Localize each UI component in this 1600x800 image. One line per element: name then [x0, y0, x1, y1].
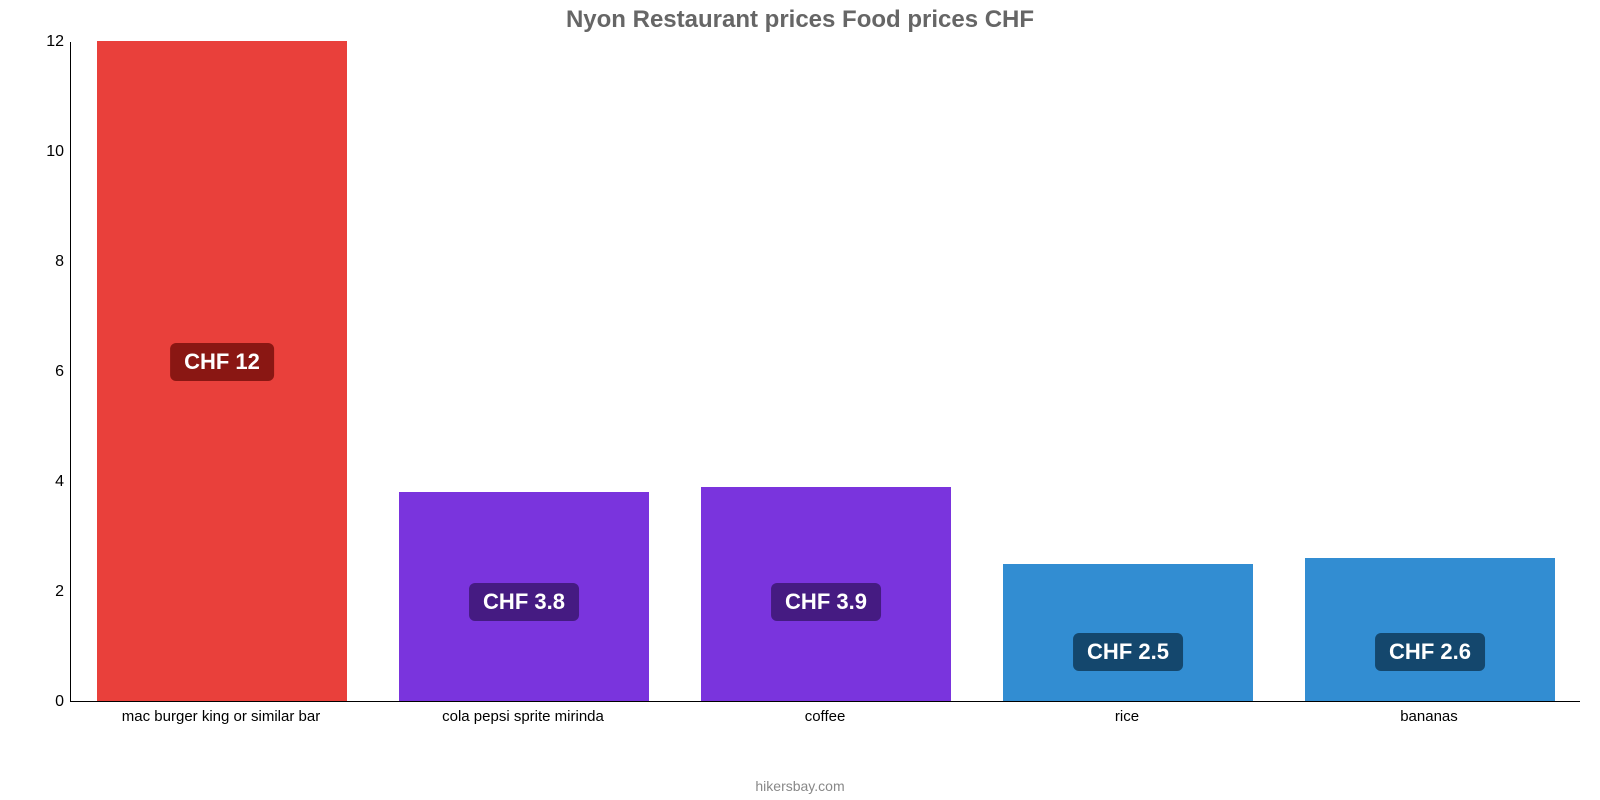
- bar: CHF 12: [97, 41, 347, 701]
- bar: CHF 3.8: [399, 492, 649, 701]
- y-tick-label: 2: [40, 583, 64, 601]
- x-tick-label: coffee: [805, 708, 846, 725]
- y-tick-label: 10: [40, 143, 64, 161]
- value-badge: CHF 2.5: [1073, 633, 1183, 671]
- x-tick-label: cola pepsi sprite mirinda: [442, 708, 604, 725]
- x-tick-label: bananas: [1400, 708, 1458, 725]
- y-tick-label: 8: [40, 253, 64, 271]
- y-tick-label: 6: [40, 363, 64, 381]
- credit-text: hikersbay.com: [755, 778, 844, 794]
- x-tick-label: mac burger king or similar bar: [122, 708, 320, 725]
- y-tick-label: 12: [40, 33, 64, 51]
- chart-title: Nyon Restaurant prices Food prices CHF: [0, 0, 1600, 34]
- plot-area: CHF 12 CHF 3.8 CHF 3.9 CHF 2.5 CHF 2.6: [70, 42, 1580, 702]
- bar: CHF 3.9: [701, 487, 951, 702]
- bar: CHF 2.6: [1305, 558, 1555, 701]
- value-badge: CHF 3.8: [469, 583, 579, 621]
- value-badge: CHF 2.6: [1375, 633, 1485, 671]
- y-tick-label: 0: [40, 693, 64, 711]
- value-badge: CHF 12: [170, 343, 274, 381]
- bar: CHF 2.5: [1003, 564, 1253, 702]
- chart-area: 024681012 CHF 12CHF 3.8CHF 3.9CHF 2.5CHF…: [40, 42, 1580, 732]
- value-badge: CHF 3.9: [771, 583, 881, 621]
- x-tick-label: rice: [1115, 708, 1139, 725]
- y-tick-label: 4: [40, 473, 64, 491]
